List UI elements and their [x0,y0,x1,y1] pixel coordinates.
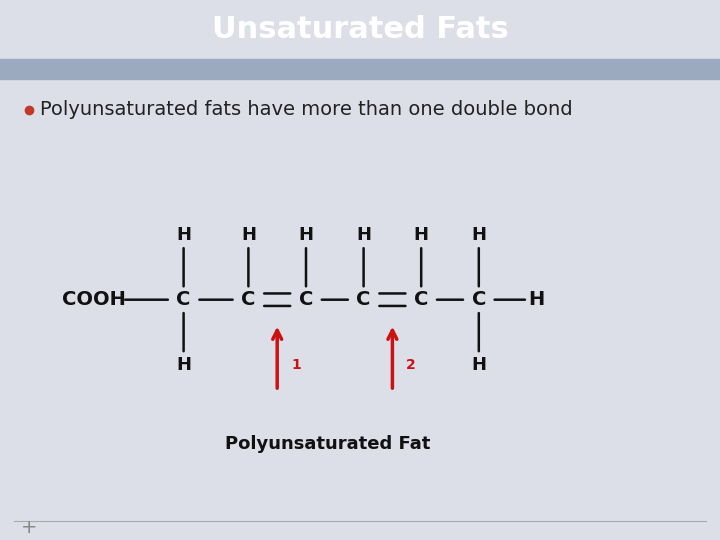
Text: H: H [176,226,191,244]
Text: Polyunsaturated fats have more than one double bond: Polyunsaturated fats have more than one … [40,100,572,119]
Text: H: H [528,290,544,309]
Text: H: H [472,355,486,374]
Text: H: H [299,226,313,244]
Text: C: C [356,290,371,309]
Text: C: C [176,290,191,309]
Text: 2: 2 [406,357,416,372]
Text: 1: 1 [291,357,301,372]
Text: Polyunsaturated Fat: Polyunsaturated Fat [225,435,431,453]
Text: C: C [241,290,256,309]
Text: COOH: COOH [62,290,125,309]
Text: C: C [472,290,486,309]
Text: H: H [472,226,486,244]
Text: H: H [414,226,428,244]
Text: H: H [356,226,371,244]
Text: C: C [414,290,428,309]
Text: H: H [176,355,191,374]
Text: Unsaturated Fats: Unsaturated Fats [212,15,508,44]
Text: C: C [299,290,313,309]
Text: H: H [241,226,256,244]
Text: +: + [21,518,37,537]
Bar [0,59,720,79]
